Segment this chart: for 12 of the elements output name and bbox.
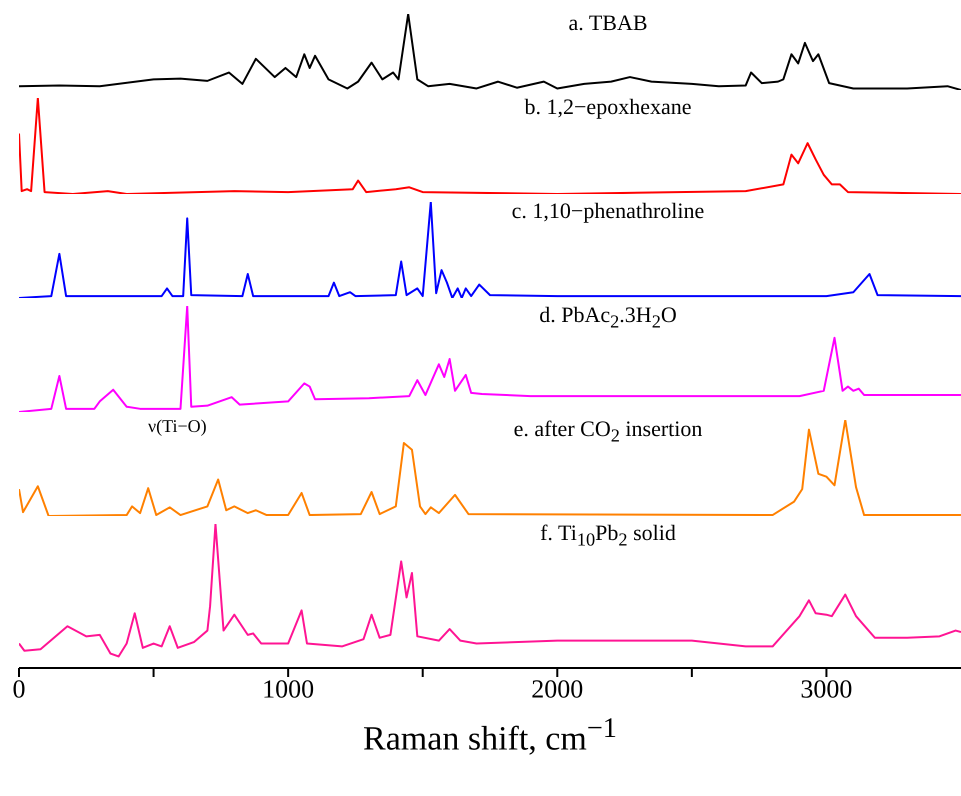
- text: a. TBAB: [567, 10, 649, 36]
- x-axis-title: Raman shift, cm$^{−1}$: [362, 712, 618, 758]
- text: d. PbAc$_{2}$.3H$_{2}$O: [538, 302, 678, 332]
- text: b. 1,2−epoxhexane: [524, 94, 692, 120]
- x-tick-label: 1000: [262, 674, 314, 704]
- text: c. 1,10−phenathroline: [510, 198, 706, 224]
- text: f. Ti$_{10}$Pb$_{2}$ solid: [539, 520, 677, 550]
- x-tick-label: 2000: [531, 674, 584, 704]
- text: e. after CO$_{2}$ insertion: [512, 416, 704, 446]
- x-tick-label: 3000: [800, 674, 852, 704]
- annotation: ν(Ti−O): [148, 416, 207, 437]
- x-tick-label: 0: [12, 674, 26, 704]
